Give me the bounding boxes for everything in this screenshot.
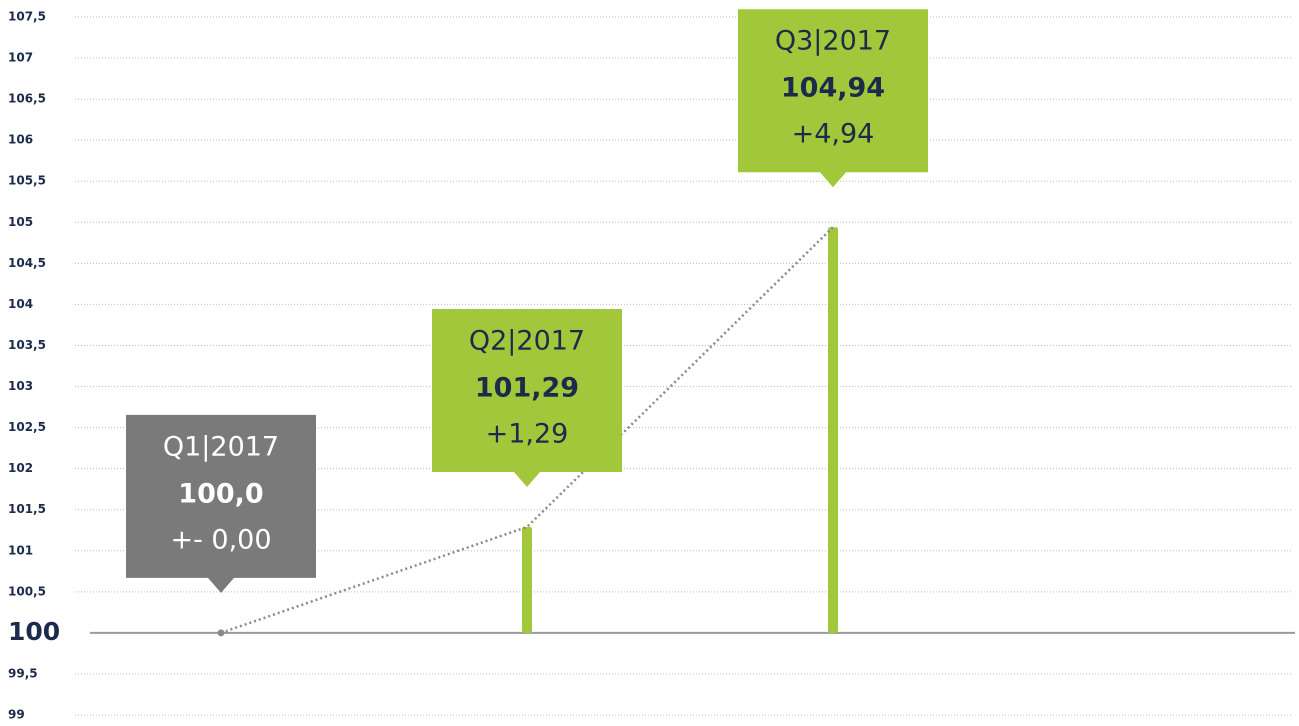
y-tick-label: 103 [8,379,33,393]
y-tick-label: 103,5 [8,338,46,352]
bar [828,227,838,633]
callout-box [126,414,316,593]
bar [522,526,532,633]
point [217,629,225,637]
callout-change: +- 0,00 [170,524,271,555]
y-tick-label: 106,5 [8,92,46,106]
y-tick-label: 102,5 [8,420,46,434]
y-tick-label: 105,5 [8,174,46,188]
y-tick-label: 104 [8,297,33,311]
callout-change: +1,29 [486,418,569,449]
callout-value: 100,0 [178,478,263,509]
y-tick-label: 106 [8,133,33,147]
y-tick-label: 101,5 [8,502,46,516]
callout-box [432,308,622,487]
y-tick-label: 104,5 [8,256,46,270]
callout-value: 104,94 [781,73,885,104]
callout-box [738,9,928,188]
callout-category: Q2|2017 [469,325,585,356]
callout-value: 101,29 [475,372,579,403]
y-tick-label: 99 [8,708,25,722]
y-tick-label: 101 [8,543,33,557]
callout-change: +4,94 [792,119,875,150]
y-tick-label: 105 [8,215,33,229]
y-tick-label: 100 [8,617,60,646]
y-tick-label: 107 [8,51,33,65]
y-tick-label: 107,5 [8,10,46,24]
callout-category: Q3|2017 [775,26,891,57]
y-tick-label: 99,5 [8,666,38,680]
y-tick-label: 102 [8,461,33,475]
y-tick-label: 100,5 [8,584,46,598]
callout-category: Q1|2017 [163,431,279,462]
